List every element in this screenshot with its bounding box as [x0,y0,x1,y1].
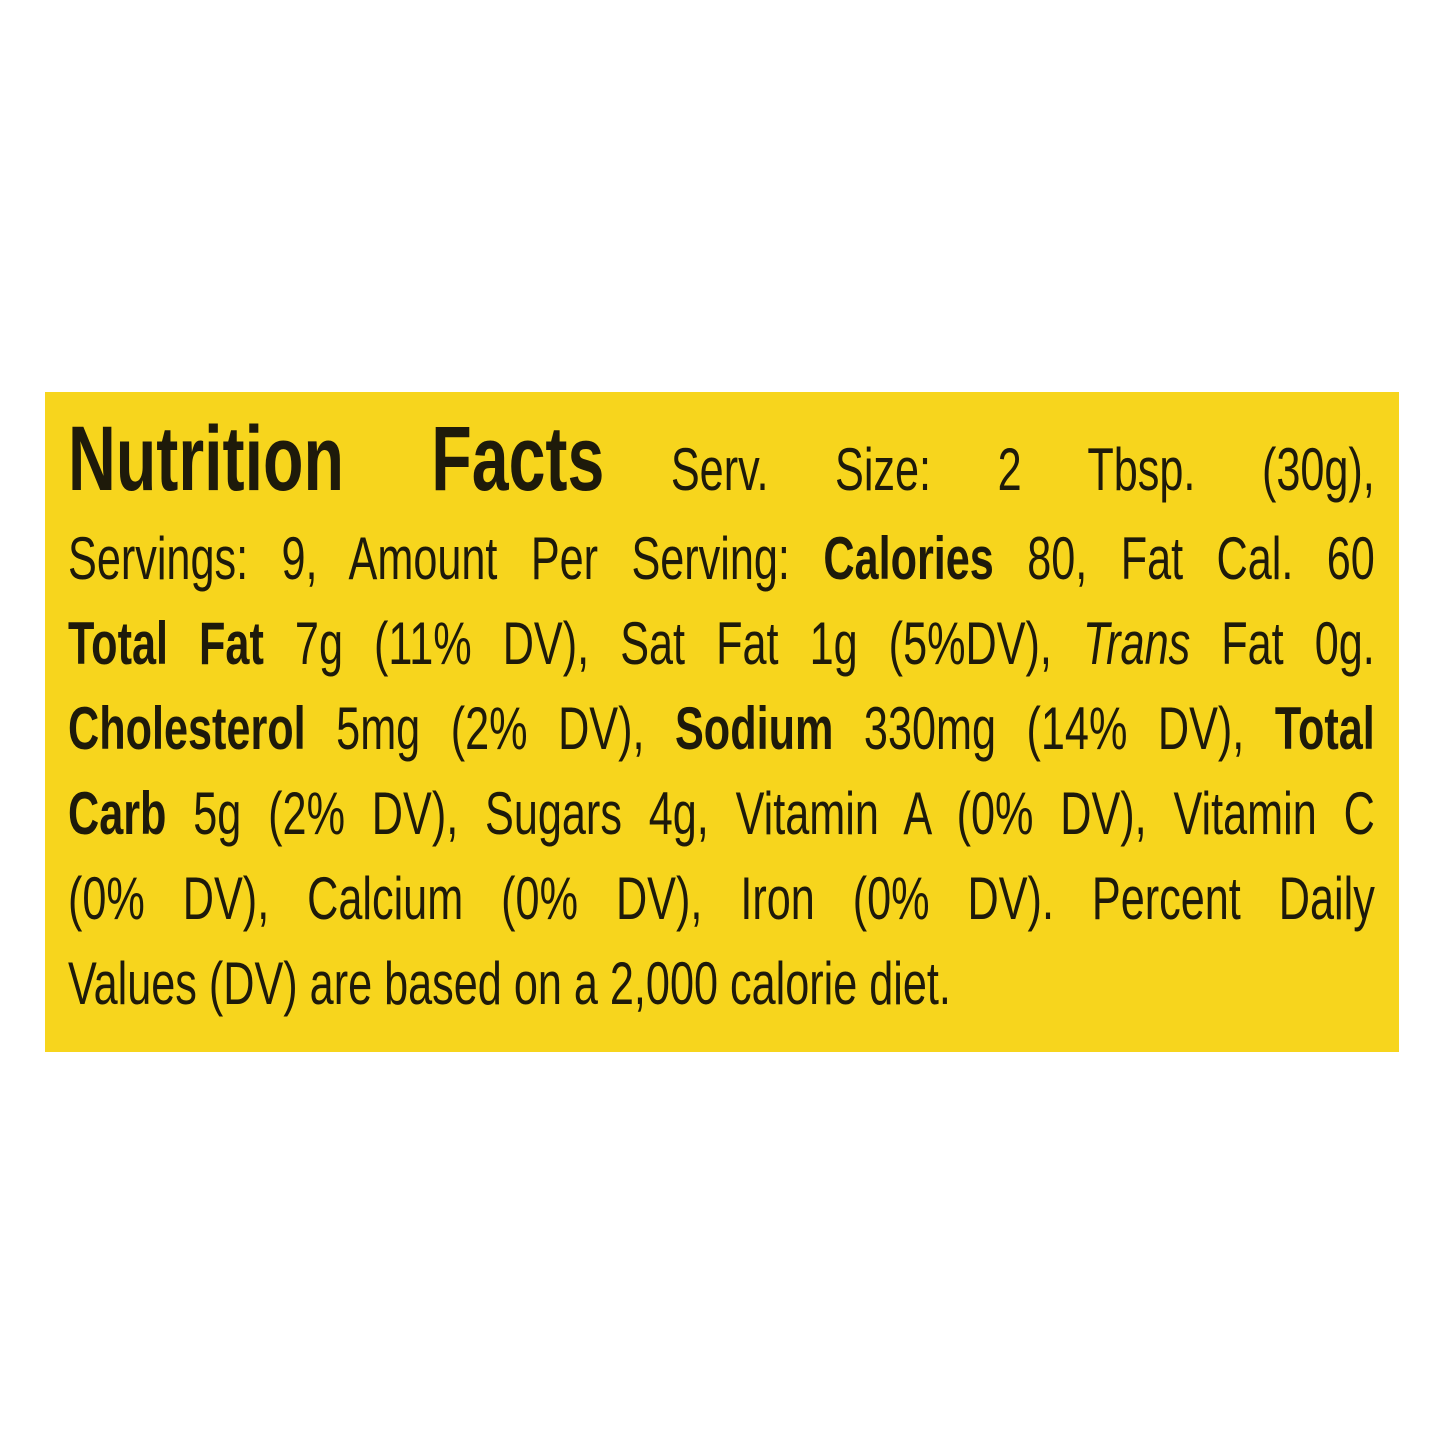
footnote-line: Values (DV) are based on a 2,000 calorie… [68,941,1375,1026]
nutrition-facts-title: Nutrition Facts [68,408,605,510]
serving-size: Serv. Size: 2 Tbsp. (30g), [670,436,1375,503]
sodium-value: 330mg (14% DV), [863,695,1245,762]
trans-fat-value: Fat 0g. [1221,610,1375,677]
footnote-text: Values (DV) are based on a 2,000 calorie… [68,950,951,1017]
sodium-label: Sodium [674,695,834,762]
carb-label: Carb [68,780,167,847]
calories-label: Calories [823,525,994,592]
nutrition-label [45,392,1399,1052]
carb-value: 5g (2% DV), Sugars 4g, Vitamin A (0% DV)… [193,780,1375,847]
fat-line: Total Fat 7g (11% DV), Sat Fat 1g (5%DV)… [68,601,1375,686]
servings-line: Servings: 9, Amount Per Serving: Calorie… [68,516,1375,601]
minerals-text: (0% DV), Calcium (0% DV), Iron (0% DV). … [68,865,1375,932]
trans-label: Trans [1082,610,1191,677]
minerals-line: (0% DV), Calcium (0% DV), Iron (0% DV). … [68,856,1375,941]
total-carb-label-part1: Total [1274,695,1375,762]
cholesterol-line: Cholesterol 5mg (2% DV), Sodium 330mg (1… [68,686,1375,771]
cholesterol-label: Cholesterol [68,695,306,762]
servings: Servings: 9, Amount Per Serving: [68,525,790,592]
title-line: Nutrition Facts Serv. Size: 2 Tbsp. (30g… [68,412,1375,517]
carb-line: Carb 5g (2% DV), Sugars 4g, Vitamin A (0… [68,771,1375,856]
total-fat-label: Total Fat [68,610,264,677]
total-fat-value: 7g (11% DV), Sat Fat 1g (5%DV), [294,610,1052,677]
cholesterol-value: 5mg (2% DV), [336,695,645,762]
calories-value: 80, Fat Cal. 60 [1027,525,1375,592]
